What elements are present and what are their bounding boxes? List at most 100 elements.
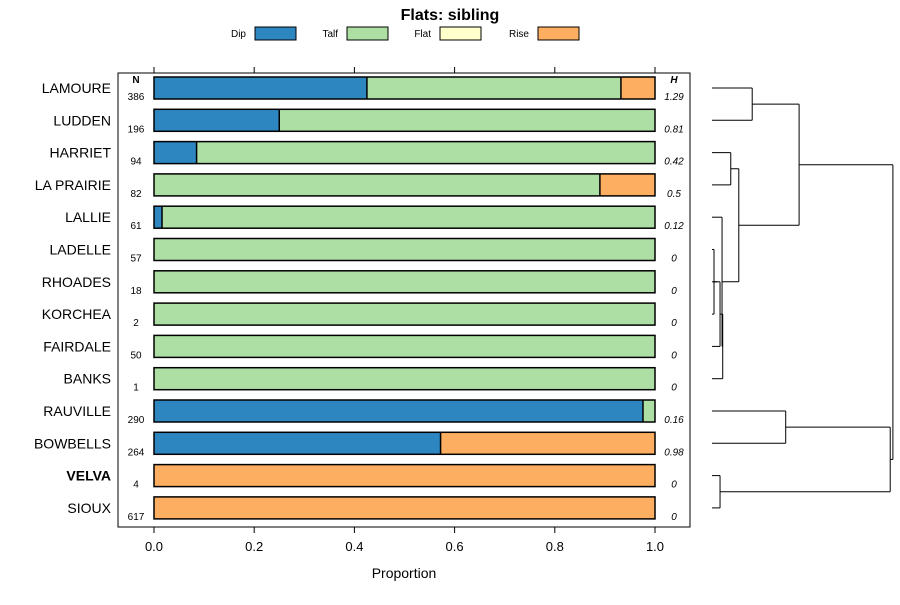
row-banks: BANKS 1 0 — [64, 366, 677, 394]
h-value-lamoure: 1.29 — [664, 92, 684, 103]
legend-label-talf: Talf — [322, 29, 338, 40]
category-label-sioux: SIOUX — [67, 500, 111, 516]
bar-outline-bowbells — [153, 431, 656, 456]
bar-outline-banks — [153, 366, 656, 391]
h-value-korchea: 0 — [671, 318, 677, 329]
bar-segment-banks-talf — [154, 367, 655, 390]
legend-swatch-rise — [537, 26, 580, 41]
bar-segment-lallie-dip — [154, 206, 163, 229]
h-value-sioux: 0 — [671, 512, 677, 523]
category-label-bowbells: BOWBELLS — [34, 435, 111, 451]
h-value-la-prairie: 0.5 — [667, 189, 681, 200]
x-tick-label-3: 0.6 — [446, 539, 464, 554]
h-value-fairdale: 0 — [671, 350, 677, 361]
row-rauville: RAUVILLE 290 0.16 — [43, 399, 684, 426]
bar-segment-lamoure-talf — [366, 77, 621, 99]
top-axis-ticks — [153, 67, 656, 73]
category-label-rauville: RAUVILLE — [43, 403, 111, 419]
bar-segment-korchea-talf — [154, 303, 655, 326]
n-value-ladelle: 57 — [130, 254, 142, 265]
x-tick-label-2: 0.4 — [345, 539, 363, 554]
category-label-lallie: LALLIE — [65, 209, 111, 225]
legend-swatch-dip — [254, 26, 297, 41]
row-rhoades: RHOADES 18 0 — [42, 270, 677, 297]
bar-segment-rauville-dip — [154, 400, 643, 422]
category-label-velva: VELVA — [66, 468, 111, 484]
bar-outline-la-prairie — [153, 173, 656, 197]
bar-segment-sioux-rise — [154, 496, 655, 519]
bar-outline-velva — [153, 463, 656, 488]
row-lamoure: LAMOURE 386 1.29 — [42, 76, 684, 103]
h-value-velva: 0 — [671, 480, 677, 491]
bar-segment-ludden-talf — [279, 109, 655, 132]
n-value-lallie: 61 — [130, 221, 142, 232]
row-fairdale: FAIRDALE 50 0 — [43, 334, 677, 361]
h-value-ladelle: 0 — [671, 254, 677, 265]
category-label-harriet: HARRIET — [50, 145, 112, 161]
bar-outline-sioux — [153, 496, 656, 520]
n-value-sioux: 617 — [128, 512, 145, 523]
bar-segment-rauville-talf — [642, 400, 655, 422]
x-tick-label-1: 0.2 — [245, 539, 263, 554]
n-value-fairdale: 50 — [130, 350, 142, 361]
row-ladelle: LADELLE 57 0 — [50, 237, 677, 265]
n-value-banks: 1 — [133, 383, 139, 394]
bar-segment-la-prairie-rise — [599, 173, 655, 196]
row-bowbells: BOWBELLS 264 0.98 — [34, 431, 684, 458]
bar-segment-bowbells-rise — [440, 432, 655, 455]
bar-segment-la-prairie-talf — [154, 173, 600, 196]
h-value-rauville: 0.16 — [664, 415, 684, 426]
n-value-bowbells: 264 — [128, 447, 145, 458]
bar-outline-harriet — [153, 140, 656, 165]
h-value-banks: 0 — [671, 383, 677, 394]
bar-rows: LAMOURE 386 1.29 LUDDEN 196 0.81 HARRIET 94 0.42… — [34, 76, 684, 523]
h-value-rhoades: 0 — [671, 286, 677, 297]
category-label-ludden: LUDDEN — [53, 112, 111, 128]
x-axis-title: Proportion — [372, 565, 437, 581]
row-velva: VELVA 4 0 — [66, 463, 677, 491]
bar-segment-lallie-talf — [162, 206, 656, 229]
legend: Dip Talf Flat Rise — [231, 26, 580, 41]
bar-segment-lamoure-dip — [154, 77, 367, 99]
bar-segment-lamoure-rise — [620, 77, 655, 99]
h-value-ludden: 0.81 — [664, 124, 683, 135]
plot-frame — [117, 72, 691, 528]
row-ludden: LUDDEN 196 0.81 — [53, 108, 684, 135]
legend-label-dip: Dip — [231, 29, 246, 40]
x-tick-label-5: 1.0 — [646, 539, 664, 554]
bar-segment-harriet-talf — [196, 141, 655, 164]
n-value-la-prairie: 82 — [130, 189, 142, 200]
x-tick-label-4: 0.8 — [546, 539, 564, 554]
bar-segment-harriet-dip — [154, 141, 197, 164]
bar-outline-fairdale — [153, 334, 656, 359]
category-label-banks: BANKS — [64, 371, 111, 387]
legend-swatch-talf — [346, 26, 389, 41]
bar-segment-ladelle-talf — [154, 238, 655, 261]
h-value-harriet: 0.42 — [664, 157, 684, 168]
category-label-la-prairie: LA PRAIRIE — [35, 177, 111, 193]
category-label-rhoades: RHOADES — [42, 274, 111, 290]
row-lallie: LALLIE 61 0.12 — [65, 205, 684, 232]
n-column-header: N — [132, 75, 139, 86]
bar-outline-lamoure — [153, 76, 656, 100]
row-korchea: KORCHEA 2 0 — [42, 302, 677, 329]
dendrogram — [712, 87, 894, 509]
category-label-ladelle: LADELLE — [50, 242, 111, 258]
bar-outline-ladelle — [153, 237, 656, 262]
row-sioux: SIOUX 617 0 — [67, 496, 677, 523]
n-value-lamoure: 386 — [128, 92, 145, 103]
bar-segment-rhoades-talf — [154, 270, 655, 293]
n-value-korchea: 2 — [133, 318, 139, 329]
bar-outline-lallie — [153, 205, 656, 229]
bar-segment-ludden-dip — [154, 109, 280, 132]
legend-label-flat: Flat — [414, 29, 431, 40]
row-harriet: HARRIET 94 0.42 — [50, 140, 684, 168]
h-value-lallie: 0.12 — [664, 221, 684, 232]
n-value-rhoades: 18 — [130, 286, 142, 297]
bar-outline-rhoades — [153, 270, 656, 294]
bar-segment-velva-rise — [154, 464, 655, 487]
n-value-harriet: 94 — [130, 157, 142, 168]
bar-segment-bowbells-dip — [154, 432, 441, 455]
x-axis: 0.0 0.2 0.4 0.6 0.8 1.0 — [145, 527, 664, 554]
